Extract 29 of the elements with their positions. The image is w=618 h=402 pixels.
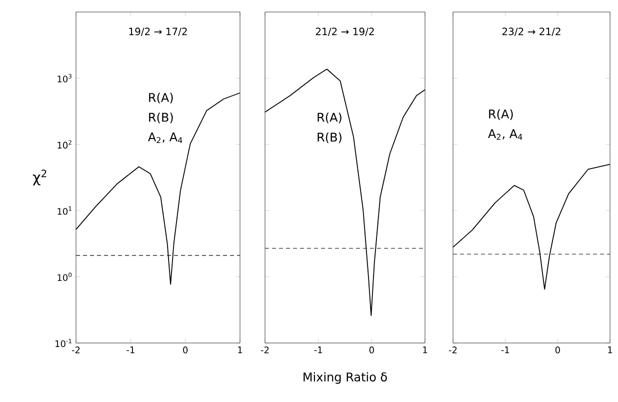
y-tick-label: 10$^{2}$ — [58, 140, 72, 149]
x-tick-label: 0 — [183, 346, 188, 354]
text: 21/2 → 19/2 — [316, 28, 374, 36]
annotation: A$_{2}$, A$_{4}$ — [148, 132, 182, 144]
text: 19/2 → 17/2 — [129, 28, 187, 36]
y-tick-label: 10$^{-1}$ — [56, 338, 72, 348]
x-tick-label: 1 — [608, 346, 612, 354]
annotation: A$_{2}$, A$_{4}$ — [488, 129, 522, 140]
y-tick-label: 10$^{3}$ — [58, 74, 72, 82]
annotation: R(A) — [318, 112, 342, 124]
annotation: R(A) — [489, 109, 513, 120]
x-tick-label: -2 — [260, 346, 269, 354]
x-tick-label: -1 — [126, 346, 134, 354]
x-tick-label: -1 — [314, 346, 322, 354]
text: 23/2 → 21/2 — [502, 28, 560, 36]
x-tick-label: 1 — [423, 346, 428, 354]
x-tick-label: -2 — [448, 346, 457, 354]
x-tick-label: 0 — [369, 346, 374, 354]
x-tick-label: -1 — [501, 346, 509, 354]
x-tick-label: -2 — [72, 346, 80, 354]
y-axis-title: χ$^{2}$ — [32, 170, 46, 186]
y-tick-label: 10$^{0}$ — [58, 272, 72, 281]
annotation: R(B) — [149, 112, 173, 124]
y-tick-label: 10$^{1}$ — [58, 206, 72, 215]
x-axis-title: Mixing Ratio δ — [304, 372, 387, 384]
annotation: R(A) — [149, 92, 173, 104]
annotation: R(B) — [318, 132, 342, 144]
x-tick-label: 0 — [555, 346, 560, 354]
x-tick-label: 1 — [238, 346, 242, 354]
